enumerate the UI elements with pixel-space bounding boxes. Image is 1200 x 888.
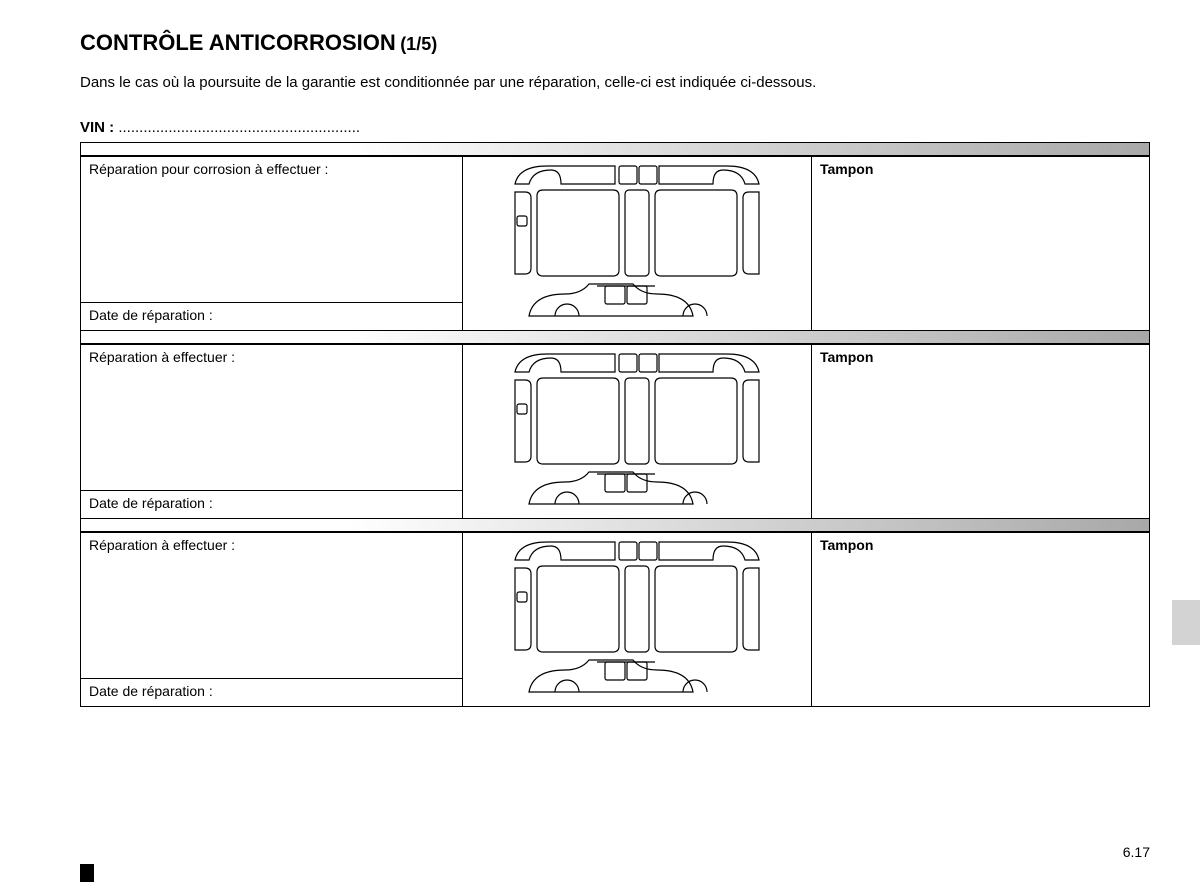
repair-record: Réparation pour corrosion à effectuer : xyxy=(80,156,1150,330)
car-body-diagram-icon xyxy=(487,160,787,328)
car-diagram-cell xyxy=(463,344,811,518)
intro-text: Dans le cas où la poursuite de la garant… xyxy=(80,74,1150,91)
repair-label: Réparation à effectuer : xyxy=(81,532,463,678)
stamp-label: Tampon xyxy=(811,344,1149,518)
repair-label: Réparation à effectuer : xyxy=(81,344,463,490)
section-divider xyxy=(80,142,1150,156)
page-title-row: CONTRÔLE ANTICORROSION (1/5) xyxy=(80,30,1150,56)
repair-record: Réparation à effectuer : xyxy=(80,532,1150,707)
side-tab-icon xyxy=(1172,600,1200,645)
footer-mark-icon xyxy=(80,864,94,882)
stamp-label: Tampon xyxy=(811,156,1149,330)
page-title-suffix: (1/5) xyxy=(400,34,437,54)
vin-row: VIN : ..................................… xyxy=(80,119,1150,136)
car-body-diagram-icon xyxy=(487,348,787,516)
section-divider xyxy=(80,330,1150,344)
car-diagram-cell xyxy=(463,156,811,330)
stamp-label: Tampon xyxy=(811,532,1149,706)
repair-date-label: Date de réparation : xyxy=(81,490,463,518)
repair-date-label: Date de réparation : xyxy=(81,302,463,330)
page-title: CONTRÔLE ANTICORROSION xyxy=(80,30,396,55)
page-number: 6.17 xyxy=(1123,844,1150,860)
repair-record: Réparation à effectuer : xyxy=(80,344,1150,518)
car-body-diagram-icon xyxy=(487,536,787,704)
repair-date-label: Date de réparation : xyxy=(81,678,463,706)
repair-label: Réparation pour corrosion à effectuer : xyxy=(81,156,463,302)
car-diagram-cell xyxy=(463,532,811,706)
vin-blank: ........................................… xyxy=(114,119,360,136)
section-divider xyxy=(80,518,1150,532)
vin-label: VIN : xyxy=(80,119,114,136)
